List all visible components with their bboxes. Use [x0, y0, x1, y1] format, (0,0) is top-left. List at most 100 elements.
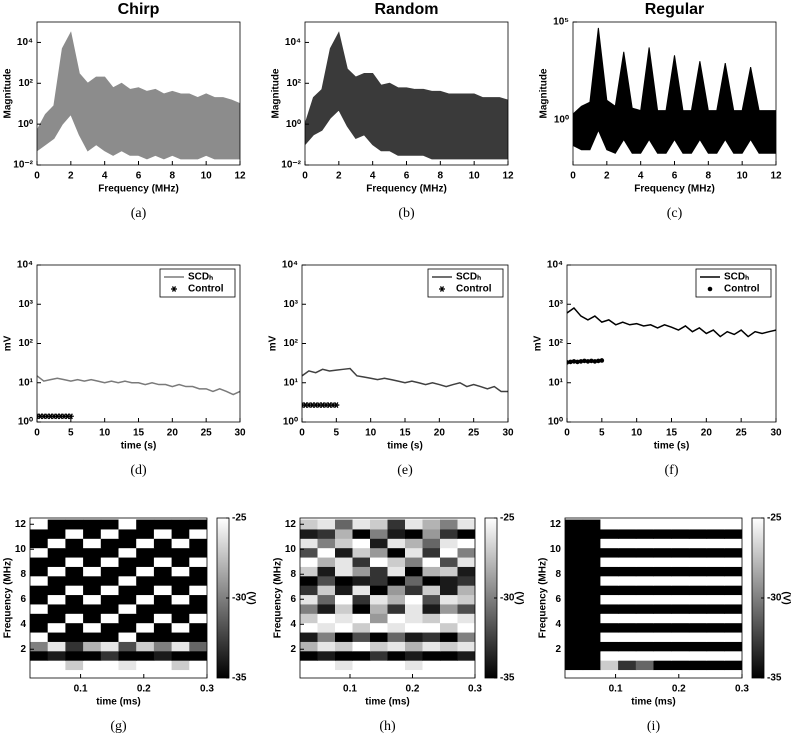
heatmap-cell: [47, 557, 66, 567]
heatmap-cell: [136, 622, 155, 633]
heatmap-cell: [189, 547, 207, 558]
heatmap-cell: [405, 660, 423, 671]
marker: [596, 358, 601, 364]
marker: [571, 359, 577, 364]
heatmap-cell: [724, 650, 742, 661]
heatmap-cell: [30, 566, 49, 577]
colorbar-tick-label: -25: [767, 513, 782, 524]
y-tick-label: 10³: [19, 299, 34, 310]
heatmap-cell: [352, 632, 371, 642]
heatmap-cell: [118, 519, 137, 530]
heatmap-cell: [387, 585, 406, 596]
heatmap-cell: [653, 557, 672, 567]
heatmap-cell: [189, 603, 207, 614]
heatmap-cell: [100, 632, 119, 642]
y-tick-label: 10⁴: [285, 37, 301, 48]
colorbar-tick-label: -30: [500, 593, 515, 604]
x-tick-label: 0: [34, 428, 40, 439]
legend-box: [695, 268, 772, 298]
heatmap-cell: [189, 622, 207, 633]
heatmap-cell: [370, 557, 388, 567]
heatmap-cell: [317, 547, 336, 558]
heatmap-cell: [671, 622, 690, 633]
heatmap-cell: [653, 538, 672, 549]
heatmap-cell: [582, 557, 601, 567]
plot-area: [302, 367, 508, 408]
heatmap-cell: [706, 650, 725, 661]
heatmap-cell: [724, 538, 742, 549]
x-tick-label: 30: [770, 428, 782, 439]
heatmap-cell: [335, 632, 353, 642]
heatmap-cell: [317, 613, 336, 624]
heatmap-cell: [317, 622, 336, 633]
heatmap-cell: [189, 575, 207, 586]
x-tick-label: 0: [302, 171, 308, 182]
panel: 0 2 4 6 8 10 12 10⁻² 10⁰ 10² 10⁴ Chirp Frequency (MH…: [3, 1, 246, 221]
colorbar-tick-label: -35: [767, 673, 782, 684]
heatmap-cell: [405, 650, 423, 661]
heatmap-cell: [30, 519, 49, 530]
heatmap-cell: [100, 557, 119, 567]
heatmap-cell: [440, 613, 458, 624]
heatmap-cell: [405, 603, 423, 614]
axes-frame: [564, 517, 743, 679]
heatmap-cell: [618, 547, 637, 558]
heatmap-cell: [171, 660, 190, 671]
heatmap-cell: [65, 566, 84, 577]
heatmap-cell: [47, 641, 66, 652]
heatmap-cell: [47, 547, 66, 558]
heatmap-cell: [136, 641, 155, 652]
heatmap-cell: [600, 538, 619, 549]
heatmap-cell: [189, 594, 207, 605]
heatmap-cell: [171, 519, 190, 530]
heatmap-cell: [171, 622, 190, 633]
heatmap-cell: [582, 547, 601, 558]
heatmap-cell: [582, 660, 601, 671]
heatmap-cell: [724, 528, 742, 539]
heatmap-cell: [706, 528, 725, 539]
x-tick-label: 10: [631, 428, 643, 439]
heatmap-cell: [118, 650, 137, 661]
x-tick-label: 10: [469, 171, 481, 182]
panel: -35 -30 -25 (V) 0.1 0.2 0.3 2 4 6 8 10 12 time (ms) Fr…: [538, 513, 792, 735]
heatmap-cell: [440, 641, 458, 652]
heatmap-cell: [440, 528, 458, 539]
x-tick-label: 0.1: [74, 684, 88, 695]
heatmap-cell: [653, 585, 672, 596]
heatmap-cell: [189, 613, 207, 624]
heatmap-cell: [387, 519, 406, 530]
band-lower: [37, 113, 240, 160]
x-axis-label: time (s): [387, 441, 423, 452]
heatmap-cell: [600, 603, 619, 614]
heatmap-cell: [618, 528, 637, 539]
heatmap-cell: [153, 538, 173, 549]
heatmap-cell: [83, 528, 102, 539]
heatmap-cell: [457, 603, 475, 614]
heatmap-cell: [47, 575, 66, 586]
heatmap-cell: [171, 613, 190, 624]
heatmap-cell: [457, 557, 475, 567]
heatmap-cell: [370, 566, 388, 577]
heatmap-cell: [635, 613, 654, 624]
heatmap-cell: [457, 519, 475, 530]
heatmap-cell: [300, 603, 318, 614]
heatmap-cell: [65, 603, 84, 614]
heatmap-cell: [422, 594, 441, 605]
colorbar-tick-label: -35: [232, 673, 247, 684]
heatmap-cell: [457, 594, 475, 605]
x-tick-label: 0: [570, 171, 576, 182]
heatmap-cell: [724, 641, 742, 652]
heatmap-cell: [688, 566, 708, 577]
band-fill: [305, 32, 508, 159]
heatmap-cell: [422, 660, 441, 671]
heatmap-cell: [582, 650, 601, 661]
heatmap-cell: [405, 557, 423, 567]
heatmap-cell: [335, 660, 353, 671]
x-axis-label: Frequency (MHz): [98, 184, 179, 195]
heatmap-cell: [671, 613, 690, 624]
heatmap-cell: [653, 519, 672, 530]
heatmap-cell: [565, 641, 584, 652]
x-axis-label: Frequency (MHz): [366, 184, 447, 195]
heatmap-cell: [457, 575, 475, 586]
marker: [67, 413, 74, 420]
